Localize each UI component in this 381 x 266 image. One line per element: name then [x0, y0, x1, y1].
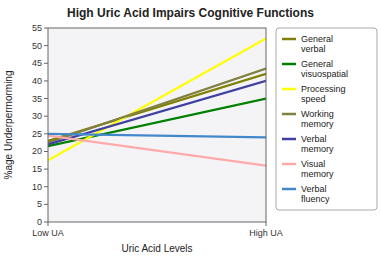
legend-entry-line: fluency [301, 194, 330, 204]
y-tick-label: 20 [32, 146, 42, 156]
y-tick [44, 186, 48, 187]
legend-entry-line: speed [301, 94, 326, 104]
legend-swatch [282, 88, 296, 91]
legend-entry-line: Verbal [301, 134, 327, 144]
legend-entry-line: General [301, 34, 333, 44]
legend-entry-line: Verbal [301, 184, 327, 194]
plot-frame [48, 28, 266, 222]
legend-entry-line: verbal [301, 44, 326, 54]
y-tick [44, 133, 48, 134]
legend-entry: Generalverbal [301, 34, 333, 54]
y-tick-label: 25 [32, 129, 42, 139]
legend-entry: Visualmemory [301, 159, 334, 179]
y-tick [44, 169, 48, 170]
lines [48, 39, 266, 166]
y-tick [44, 116, 48, 117]
legend-entry-line: memory [301, 119, 334, 129]
series-line [48, 39, 266, 161]
y-tick [44, 204, 48, 205]
series-line [48, 69, 266, 143]
y-tick-label: 40 [32, 76, 42, 86]
y-tick-label: 0 [37, 217, 42, 227]
legend-entry-line: Processing [301, 84, 346, 94]
plot-area [48, 28, 266, 222]
y-tick-label: 55 [32, 23, 42, 33]
x-tick [266, 222, 267, 226]
x-axis-label: Uric Acid Levels [121, 243, 192, 254]
legend-entry: Verbalmemory [301, 134, 334, 154]
y-tick [44, 28, 48, 29]
legend-entry: Verbalfluency [301, 184, 330, 204]
y-tick-label: 5 [37, 199, 42, 209]
legend-entry-line: memory [301, 169, 334, 179]
y-tick [44, 98, 48, 99]
x-tick-label: Low UA [32, 228, 64, 238]
legend-swatch [282, 63, 296, 66]
legend-entry: Generalvisuospatial [301, 59, 348, 79]
y-tick-label: 45 [32, 58, 42, 68]
legend-swatch [282, 163, 296, 166]
y-tick-label: 15 [32, 164, 42, 174]
y-tick [44, 63, 48, 64]
y-tick [44, 80, 48, 81]
series-line [48, 134, 266, 138]
y-tick [44, 222, 48, 223]
y-tick-label: 10 [32, 182, 42, 192]
legend-entry-line: General [301, 59, 333, 69]
y-tick-label: 30 [32, 111, 42, 121]
y-tick-label: 50 [32, 41, 42, 51]
y-tick [44, 151, 48, 152]
legend-swatch [282, 113, 296, 116]
legend-entry: Workingmemory [301, 109, 334, 129]
title: High Uric Acid Impairs Cognitive Functio… [67, 6, 314, 20]
legend-swatch [282, 188, 296, 191]
x-tick-label: High UA [249, 228, 283, 238]
y-tick [44, 45, 48, 46]
legend-entry-line: Working [301, 109, 334, 119]
legend-entry-line: memory [301, 144, 334, 154]
legend-swatch [282, 138, 296, 141]
y-axis-label: %age Underpermorming [3, 71, 14, 180]
legend-entry: Processingspeed [301, 84, 346, 104]
y-tick-label: 35 [32, 94, 42, 104]
legend: GeneralverbalGeneralvisuospatialProcessi… [276, 28, 377, 210]
chart: 0 5 10 15 20 25 30 35 40 45 50 55 Low UA High UA High … [0, 0, 381, 266]
legend-entry-line: Visual [301, 159, 325, 169]
legend-swatch [282, 38, 296, 41]
series-line [48, 81, 266, 144]
x-tick [48, 222, 49, 226]
series-line [48, 136, 266, 166]
legend-box [276, 28, 377, 210]
legend-entry-line: visuospatial [301, 69, 348, 79]
